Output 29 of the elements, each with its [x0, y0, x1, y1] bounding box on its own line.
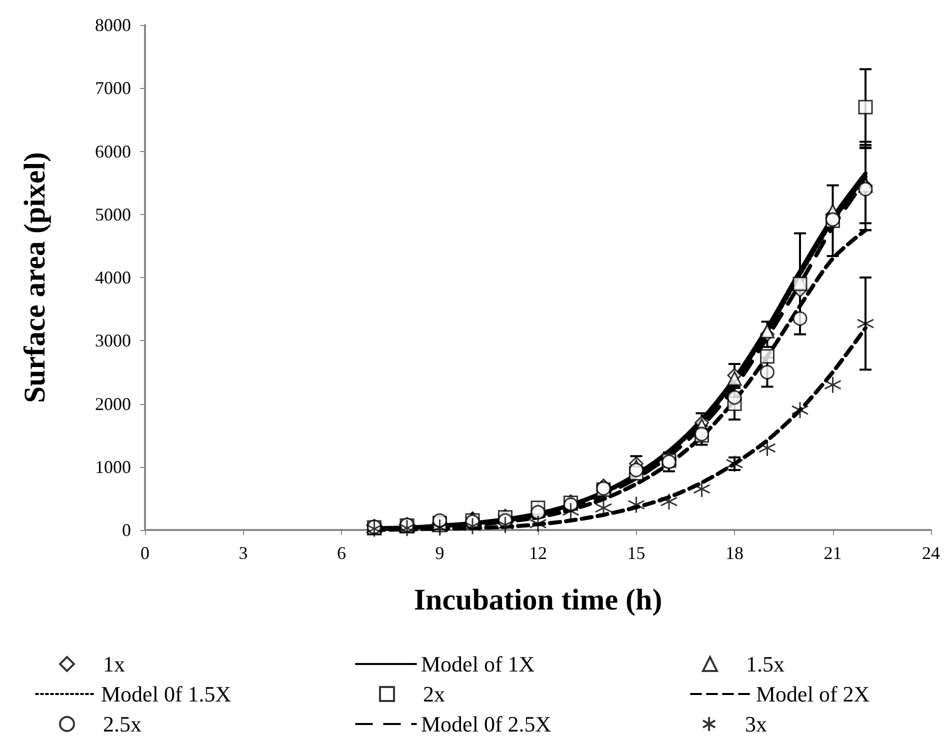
legend-label: 2.5x [103, 712, 142, 736]
x-tick-label: 24 [922, 543, 940, 563]
y-tick-label: 8000 [95, 15, 131, 35]
legend-label: 1x [103, 652, 125, 676]
legend-label: Model 0f 2.5X [421, 712, 552, 736]
y-tick-label: 6000 [95, 141, 131, 162]
legend-label: Model of 2X [756, 682, 870, 706]
legend-label: 3x [745, 712, 768, 736]
y-tick-label: 5000 [95, 204, 131, 224]
x-tick-label: 3 [238, 543, 248, 563]
x-tick-label: 9 [435, 543, 444, 563]
y-tick-label: 2000 [95, 394, 131, 414]
y-tick-label: 0 [122, 520, 131, 540]
legend-label: Model of 1X [421, 652, 535, 676]
y-tick-label: 4000 [95, 268, 131, 288]
y-tick-label: 3000 [95, 330, 131, 351]
x-tick-label: 12 [529, 543, 547, 563]
y-tick-label: 1000 [95, 456, 131, 477]
legend-label: 1.5x [746, 652, 784, 676]
x-tick-label: 0 [140, 543, 150, 563]
x-tick-label: 21 [824, 543, 842, 563]
y-tick-label: 7000 [95, 78, 131, 98]
x-tick-label: 18 [726, 543, 744, 563]
legend-label: Model 0f 1.5X [101, 682, 232, 706]
x-tick-label: 6 [337, 543, 346, 563]
y-axis-title: Surface area (pixel) [18, 152, 52, 404]
x-axis-title: Incubation time (h) [414, 584, 662, 616]
x-tick-label: 15 [627, 543, 646, 563]
legend-label: 2x [423, 682, 445, 706]
